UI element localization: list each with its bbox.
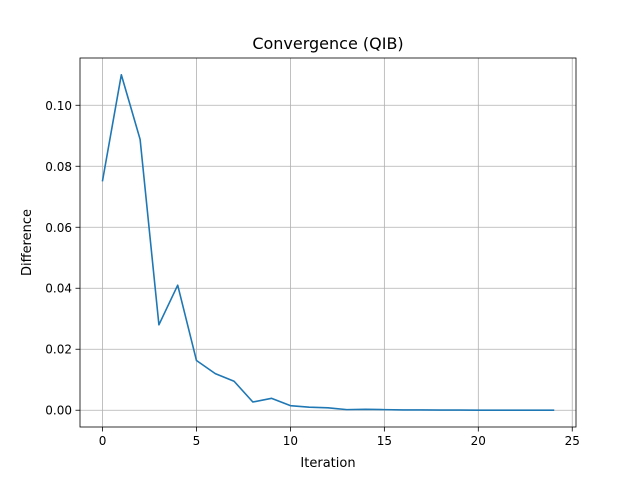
plot-frame [79, 57, 577, 428]
y-axis-label: Difference [20, 209, 35, 276]
x-tick-label: 10 [283, 434, 298, 448]
chart-title: Convergence (QIB) [252, 34, 403, 53]
series-layer [101, 73, 555, 412]
y-tick-label: 0.08 [45, 160, 72, 174]
y-tick-label: 0.10 [45, 99, 72, 113]
y-tick-label: 0.02 [45, 343, 72, 357]
x-axis-label: Iteration [300, 456, 355, 471]
x-tick-label: 25 [565, 434, 580, 448]
x-tick-label: 15 [377, 434, 392, 448]
y-tick-label: 0.00 [45, 404, 72, 418]
series-line [101, 73, 555, 412]
y-tick-label: 0.04 [45, 282, 72, 296]
y-tick-label: 0.06 [45, 221, 72, 235]
x-tick-label: 20 [471, 434, 486, 448]
x-tick-label: 0 [99, 434, 107, 448]
ticks: 0 5 10 15 20 25 0.00 0.02 0.04 0.06 0.08 0.10 [45, 99, 580, 448]
grid [80, 58, 576, 427]
x-tick-label: 5 [193, 434, 201, 448]
